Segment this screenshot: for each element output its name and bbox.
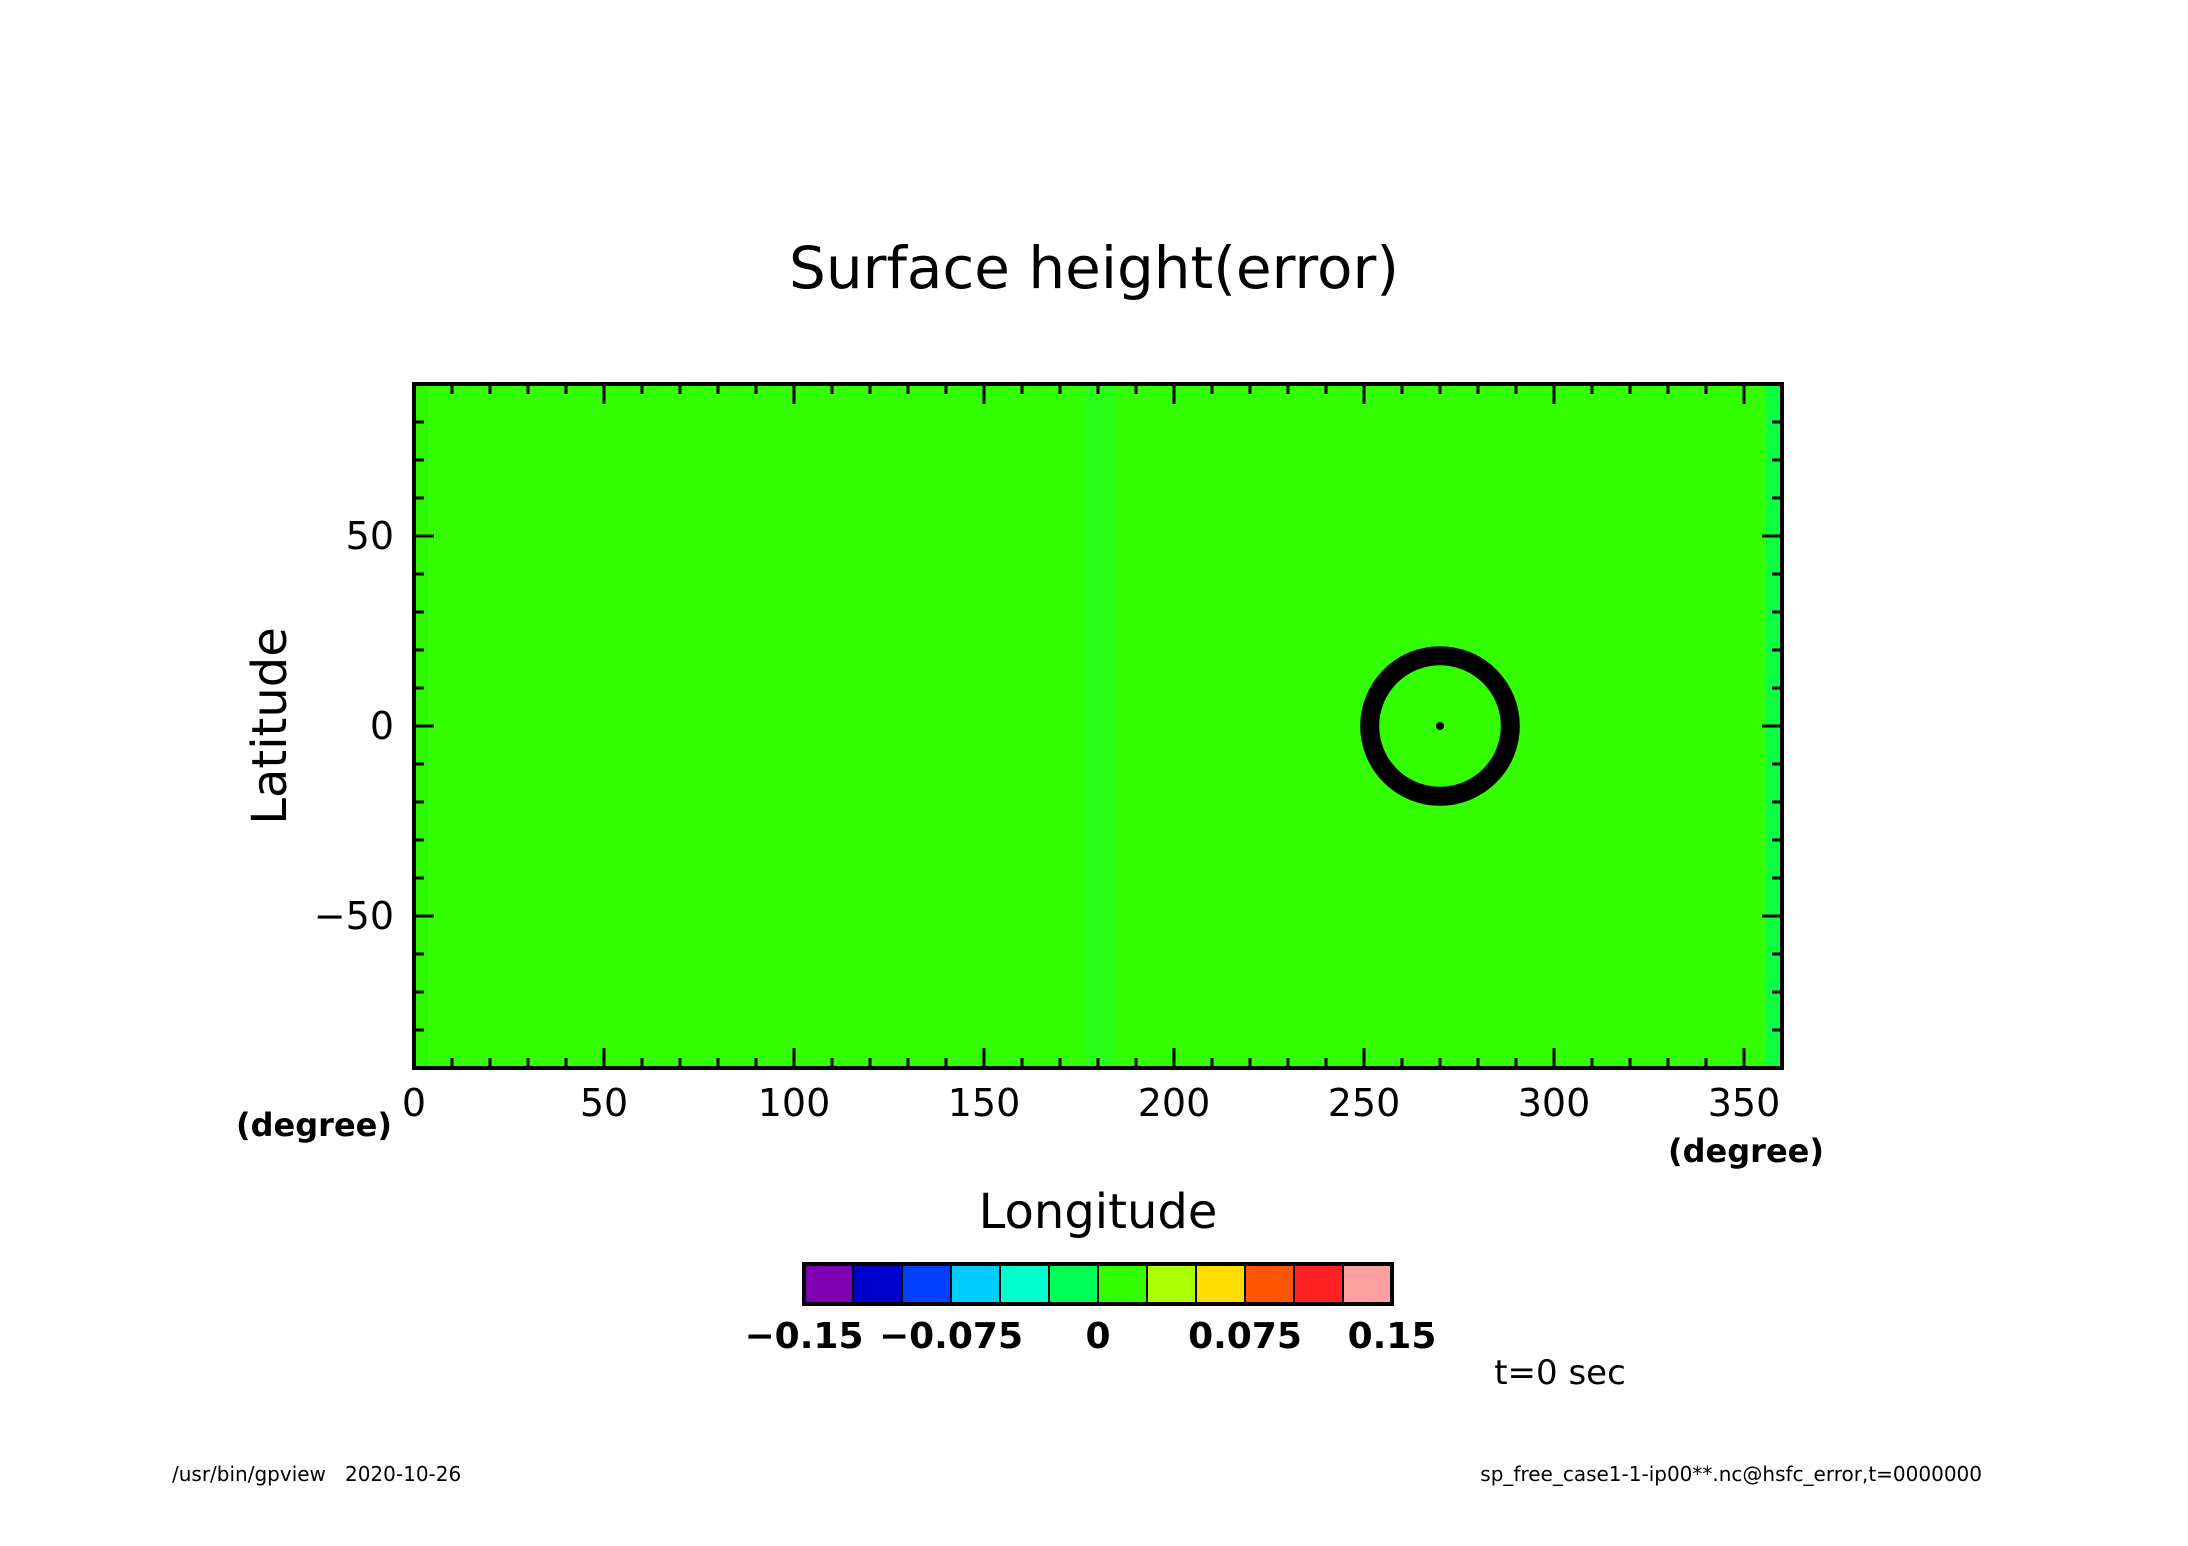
y-tick-label: 0 <box>370 704 394 748</box>
colorbar-frame <box>802 1262 1394 1306</box>
band-dateline <box>1085 384 1115 1068</box>
colorbar-swatch <box>1146 1263 1197 1305</box>
y-tick-label: 50 <box>346 514 394 558</box>
y-axis-unit: (degree) <box>236 1106 392 1144</box>
error-ring <box>1360 646 1520 806</box>
time-label: t=0 sec <box>1494 1353 1626 1393</box>
colorbar-swatch <box>1097 1263 1148 1305</box>
x-tick-label: 350 <box>1708 1081 1781 1125</box>
colorbar-tick-label: −0.15 <box>745 1316 864 1357</box>
x-tick-label: 50 <box>580 1081 628 1125</box>
x-tick-label: 0 <box>402 1081 426 1125</box>
x-tick-label: 100 <box>758 1081 831 1125</box>
footer-right: sp_free_case1-1-ip00**.nc@hsfc_error,t=0… <box>1480 1462 1982 1486</box>
x-axis-unit: (degree) <box>1668 1132 1824 1170</box>
colorbar-swatch <box>1342 1263 1393 1305</box>
colorbar-swatch <box>1244 1263 1295 1305</box>
x-tick-label: 150 <box>948 1081 1021 1125</box>
colorbar-tick-label: 0.15 <box>1348 1316 1437 1357</box>
y-axis-label: Latitude <box>242 627 298 825</box>
colorbar: −0.15 −0.075 0 0.075 0.15 <box>745 1262 1437 1357</box>
colorbar-swatch <box>1195 1263 1246 1305</box>
ring-center-dot <box>1436 722 1444 730</box>
x-tick-label: 250 <box>1328 1081 1401 1125</box>
colorbar-swatch <box>803 1263 854 1305</box>
colorbar-swatch <box>999 1263 1050 1305</box>
colorbar-swatch <box>852 1263 903 1305</box>
x-axis-label: Longitude <box>979 1184 1218 1240</box>
chart-title: Surface height(error) <box>789 234 1399 302</box>
footer-left: /usr/bin/gpview 2020-10-26 <box>172 1462 461 1486</box>
colorbar-tick-label: −0.075 <box>879 1316 1023 1357</box>
colorbar-tick-label: 0.075 <box>1188 1316 1302 1357</box>
colorbar-swatch <box>1048 1263 1099 1305</box>
colorbar-swatch <box>1293 1263 1344 1305</box>
colorbar-swatch <box>950 1263 1001 1305</box>
x-tick-label: 300 <box>1518 1081 1591 1125</box>
colorbar-swatch <box>901 1263 952 1305</box>
y-tick-label: −50 <box>314 894 394 938</box>
x-tick-label: 200 <box>1138 1081 1211 1125</box>
colorbar-tick-label: 0 <box>1085 1316 1110 1357</box>
